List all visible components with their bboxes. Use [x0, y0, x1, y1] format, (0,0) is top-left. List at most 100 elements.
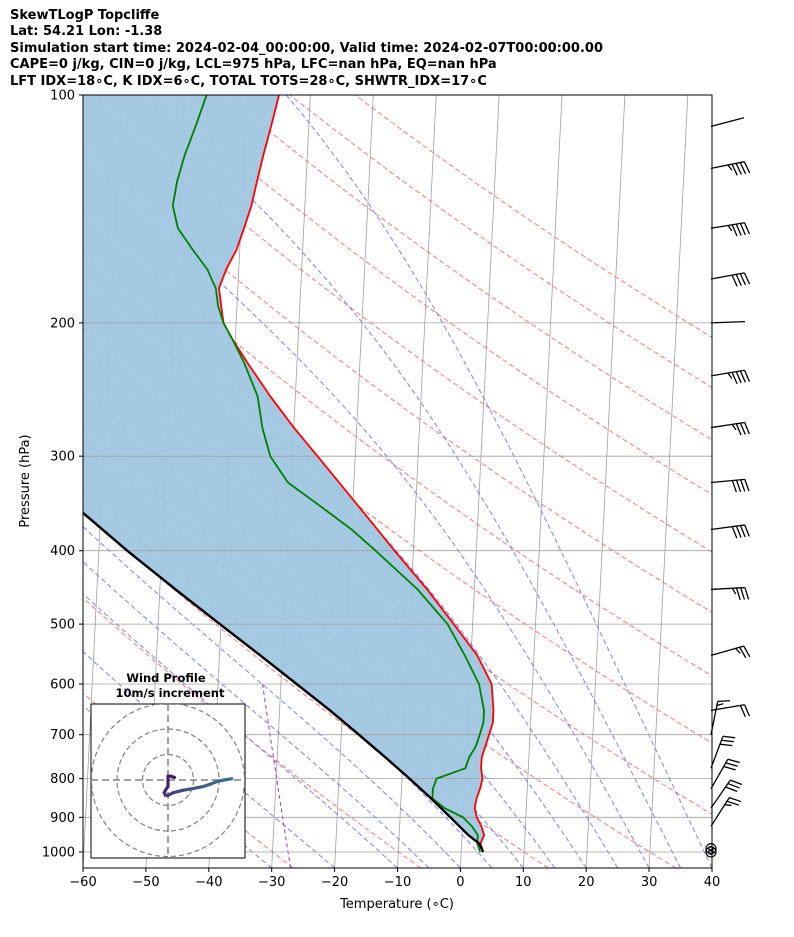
wind-barb-feather: [735, 423, 742, 436]
profile-lines: [83, 95, 495, 853]
wind-barb-feather: [731, 424, 737, 431]
moist-adiabat-line: [83, 248, 619, 868]
y-tick-label: 300: [50, 450, 75, 465]
wind-barb-shaft: [710, 320, 746, 324]
x-tick-label: −30: [258, 875, 285, 890]
isotherm-line: [585, 95, 626, 868]
wind-barb-feather: [744, 524, 750, 537]
wind-barb-feather: [743, 645, 751, 658]
wind-barb-feather: [717, 700, 731, 703]
wind-barb-feather: [725, 762, 738, 767]
wind-barb-feather: [727, 225, 733, 232]
wind-barb-shaft: [710, 369, 745, 377]
wind-barb-feather: [743, 222, 751, 235]
wind-barb-shaft: [710, 524, 745, 531]
wind-barb-feather: [735, 587, 741, 601]
wind-barb-feather: [735, 647, 741, 654]
moist-adiabat-line: [143, 95, 681, 868]
wind-barb-feather: [731, 224, 738, 237]
cape-line: CAPE=0 j/kg, CIN=0 j/kg, LCL=975 hPa, LF…: [10, 57, 497, 73]
wind-barb-feather: [730, 779, 743, 786]
y-tick-label: 800: [50, 772, 75, 787]
wind-barb-feather: [724, 804, 732, 807]
x-axis-label: Temperature (∘C): [339, 897, 454, 912]
x-tick-label: −40: [195, 875, 222, 890]
wind-barb-shaft: [710, 645, 744, 657]
dry-adiabat-line: [83, 597, 421, 868]
y-tick-label: 400: [50, 544, 75, 559]
x-tick-label: −60: [69, 875, 96, 890]
wind-barb-feather: [719, 743, 733, 747]
wind-barb-feather: [731, 163, 738, 176]
wind-barb-shaft: [710, 272, 745, 280]
wind-barb-shaft: [710, 586, 745, 591]
wind-barbs: [705, 117, 751, 858]
wind-barb-feather: [739, 646, 747, 659]
wind-barb-feather: [739, 705, 746, 718]
y-tick-label: 600: [50, 678, 75, 693]
moist-adiabat-line: [83, 593, 398, 868]
wind-barb-feather: [735, 525, 742, 538]
wind-barb-shaft: [710, 736, 724, 769]
location-line: Lat: 54.21 Lon: -1.38: [10, 24, 163, 40]
time-line: Simulation start time: 2024-02-04_00:00:…: [10, 40, 603, 56]
wind-barb-shaft: [710, 779, 731, 809]
wind-barb-feather: [735, 163, 742, 175]
y-axis-label: Pressure (hPa): [18, 434, 33, 527]
wind-barb-feather: [721, 739, 734, 743]
x-tick-label: −20: [321, 875, 348, 890]
wind-barb-feather: [723, 765, 736, 771]
wind-barb-feather: [739, 370, 746, 383]
x-tick-label: −50: [132, 875, 159, 890]
wind-barb-feather: [735, 223, 742, 236]
wind-barb-shaft: [710, 704, 745, 711]
inset-subtitle: 10m/s increment: [116, 686, 225, 700]
wind-barb-feather: [716, 703, 724, 707]
hodograph-segment: [222, 777, 234, 782]
y-tick-label: 500: [50, 618, 75, 633]
y-tick-label: 1000: [42, 845, 75, 860]
wind-barb-feather: [731, 274, 738, 287]
wind-barb-feather: [743, 161, 751, 174]
wind-barb-feather: [731, 480, 737, 493]
mixing-ratio-line: [262, 683, 292, 868]
temperature-line: [218, 95, 495, 853]
y-tick-label: 700: [50, 728, 75, 743]
x-tick-label: 40: [704, 875, 721, 890]
wind-barb-feather: [739, 422, 746, 435]
wind-barb-feather: [731, 587, 737, 595]
index-line: LFT IDX=18∘C, K IDX=6∘C, TOTAL TOTS=28∘C…: [10, 73, 487, 89]
wind-barb-feather: [727, 758, 740, 764]
parcel-line: [83, 511, 485, 853]
wind-barb-shaft: [710, 161, 745, 169]
cape-fill: [83, 95, 494, 852]
x-tick-label: −10: [384, 875, 411, 890]
x-tick-label: 20: [578, 875, 595, 890]
wind-barb-shaft: [710, 478, 745, 484]
moist-adiabat-line: [83, 526, 461, 868]
wind-barb-shaft: [710, 222, 745, 229]
calm-wind-circle: [705, 843, 717, 855]
y-tick-label: 900: [50, 811, 75, 826]
isotherm-line: [648, 95, 689, 868]
isotherm-line: [522, 95, 563, 868]
wind-barb-shaft: [710, 421, 745, 429]
wind-barb-feather: [726, 800, 739, 806]
wind-barb-feather: [743, 704, 751, 717]
wind-barb-feather: [739, 525, 746, 538]
moist-adiabat-line: [83, 561, 430, 868]
y-tick-label: 200: [50, 316, 75, 331]
wind-barb-feather: [744, 479, 750, 492]
y-axis-ticks: 1000 900 800 700 600 500 400 300 200 100: [42, 89, 83, 860]
wind-barb-feather: [731, 526, 738, 539]
cape-area: [83, 95, 494, 852]
moist-adiabat-line: [83, 325, 587, 868]
isotherm-line: [334, 95, 374, 868]
x-tick-label: 0: [456, 875, 464, 890]
wind-barb-feather: [727, 164, 733, 171]
calm-wind-center: [708, 845, 714, 852]
x-axis-ticks: −60 −50 −40 −30 −20 −10 0 10 20 30 40: [69, 868, 720, 890]
wind-barb-feather: [727, 782, 740, 789]
dewpoint-line: [171, 95, 485, 853]
